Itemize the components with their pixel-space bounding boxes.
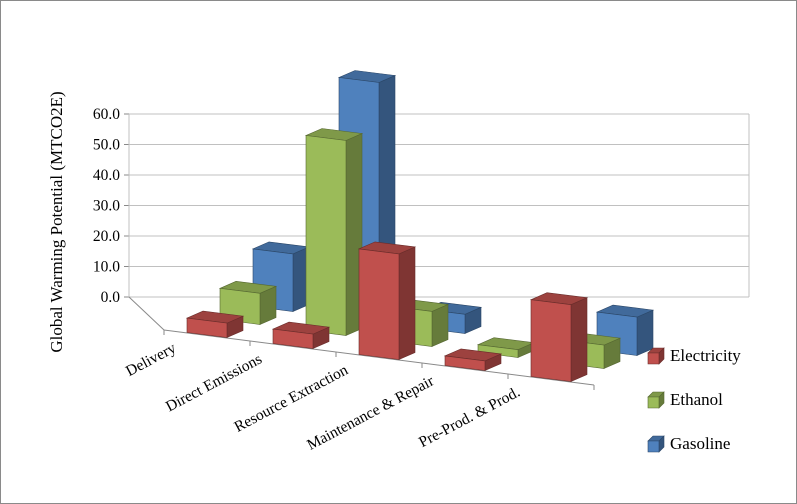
legend-label-ethanol: Ethanol xyxy=(670,390,723,409)
y-tick-label: 40.0 xyxy=(93,167,120,184)
category-axis xyxy=(163,329,595,386)
legend-item-gasoline: Gasoline xyxy=(647,434,741,454)
bar-ethanol-direct-emissions xyxy=(305,135,347,336)
bar-electricity-direct-emissions xyxy=(272,328,314,349)
electricity-swatch-icon xyxy=(647,347,666,365)
legend: Electricity Ethanol Gasoline xyxy=(647,346,741,454)
y-tick-label: 10.0 xyxy=(93,259,120,276)
bar-electricity-maintenance-repair xyxy=(444,355,486,371)
y-tick-label: 0.0 xyxy=(101,289,121,306)
y-tick-label: 20.0 xyxy=(93,228,120,245)
x-category-label: Delivery xyxy=(123,339,179,380)
y-tick-label: 60.0 xyxy=(93,106,120,123)
x-category-label: Direct Emissions xyxy=(163,351,265,416)
legend-label-gasoline: Gasoline xyxy=(670,434,731,453)
bar-ethanol-maintenance-repair xyxy=(477,344,519,358)
legend-item-electricity: Electricity xyxy=(647,346,741,366)
bar-electricity-pre-prod-prod-side xyxy=(570,297,588,382)
bar-electricity-pre-prod-prod xyxy=(530,299,572,382)
floor-left-edge xyxy=(128,296,165,331)
legend-item-ethanol: Ethanol xyxy=(647,390,741,410)
bar-ethanol-resource-extraction-side xyxy=(431,303,449,347)
gasoline-swatch-icon xyxy=(647,435,666,453)
bar-electricity-resource-extraction-side xyxy=(398,246,416,360)
bar-electricity-delivery xyxy=(186,317,228,338)
y-axis-title: Global Warming Potential (MTCO2E) xyxy=(47,91,66,353)
legend-label-electricity: Electricity xyxy=(670,346,741,365)
y-tick-label: 50.0 xyxy=(93,137,120,154)
bar-electricity-resource-extraction xyxy=(358,248,400,360)
ethanol-swatch-icon xyxy=(647,391,666,409)
y-tick-label: 30.0 xyxy=(93,198,120,215)
x-category-label: Pre-Prod. & Prod. xyxy=(416,384,523,452)
